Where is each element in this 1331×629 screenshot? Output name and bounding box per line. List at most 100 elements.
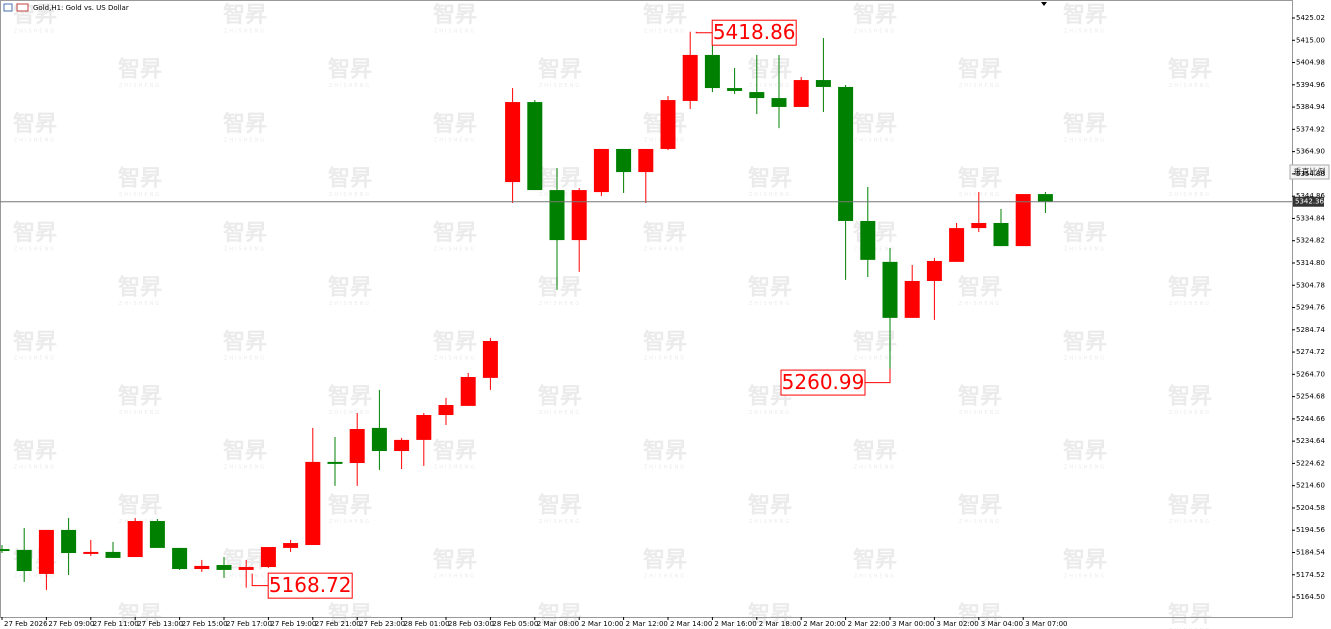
x-tick-label: 2 Mar 08:00 [537,620,579,628]
last-price-label: 5342.36 [1295,198,1324,206]
x-tick-label: 2 Mar 10:00 [581,620,623,628]
plot-frame [0,0,1293,618]
watermark-sub: ZHISHENG [434,247,476,253]
candle-body [549,190,565,241]
watermark-sub: ZHISHENG [119,83,161,89]
watermark-sub: ZHISHENG [1064,356,1106,362]
x-tick-label: 3 Mar 00:00 [892,620,934,628]
watermark: 智昇 [643,329,687,355]
watermark-sub: ZHISHENG [1064,138,1106,144]
watermark-sub: ZHISHENG [749,519,791,525]
watermark: 智昇 [1063,438,1107,464]
y-tick-label: 5354.88 [1296,170,1325,178]
watermark-sub: ZHISHENG [119,192,161,198]
candle-body [793,80,809,107]
watermark: 智昇 [433,329,477,355]
watermark-sub: ZHISHENG [644,356,686,362]
y-tick-label: 5384.94 [1296,103,1325,111]
watermark-sub: ZHISHENG [1064,29,1106,35]
last-price-box [1293,196,1324,207]
candle-body [283,543,299,548]
watermark-sub: ZHISHENG [644,574,686,580]
candle-body [727,88,743,91]
annotation-box [780,369,866,396]
watermark-sub: ZHISHENG [1064,465,1106,471]
candle-body [238,567,254,570]
watermark: 智昇 [118,384,162,410]
watermark-sub: ZHISHENG [854,29,896,35]
watermark-sub: ZHISHENG [749,301,791,307]
watermark: 智昇 [853,438,897,464]
watermark: 智昇 [328,166,372,192]
x-tick-label: 27 Feb 23:00 [359,620,405,628]
watermark-sub: ZHISHENG [1169,192,1211,198]
candle-body [682,54,698,101]
candle-body [216,565,232,570]
watermark: 智昇 [1063,329,1107,355]
annotation-box [267,572,353,599]
candle-body [860,220,876,260]
watermark: 智昇 [853,2,897,28]
watermark-sub: ZHISHENG [224,574,266,580]
watermark: 智昇 [118,57,162,83]
x-tick-label: 3 Mar 02:00 [936,620,978,628]
y-tick-label: 5284.74 [1296,326,1325,334]
y-tick-label: 5164.50 [1296,593,1325,601]
annotation-connector [865,368,891,384]
watermark-sub: ZHISHENG [119,410,161,416]
watermark: 智昇 [748,275,792,301]
x-tick-label: 2 Mar 20:00 [803,620,845,628]
y-tick-label: 5244.66 [1296,415,1325,423]
watermark: 智昇 [1168,275,1212,301]
candle-body [482,340,498,378]
y-tick-label: 5334.84 [1296,214,1325,222]
watermark-sub: ZHISHENG [224,138,266,144]
watermark-sub: ZHISHENG [119,301,161,307]
x-tick-label: 2 Mar 14:00 [670,620,712,628]
watermark: 智昇 [643,438,687,464]
candle-body [194,565,210,570]
watermark-sub: ZHISHENG [854,356,896,362]
watermark: 智昇 [328,57,372,83]
candle-body [815,80,831,87]
candle-body [149,521,165,548]
candle-body [660,100,676,149]
y-tick-label: 5294.76 [1296,304,1325,312]
annotation-box [711,19,797,46]
watermark: 智昇 [433,220,477,246]
watermark-sub: ZHISHENG [749,192,791,198]
watermark-sub: ZHISHENG [749,410,791,416]
watermark-sub: ZHISHENG [539,519,581,525]
watermark-sub: ZHISHENG [644,465,686,471]
candle-body [349,429,365,464]
watermark: 智昇 [643,220,687,246]
annotation-connector [251,573,269,587]
y-tick-label: 5194.56 [1296,526,1325,534]
annotation-label: 5418.86 [713,20,796,44]
watermark-sub: ZHISHENG [854,574,896,580]
watermark-sub: ZHISHENG [1064,247,1106,253]
scale-button[interactable] [1289,164,1330,180]
candle-body [571,190,587,241]
watermark-sub: ZHISHENG [329,410,371,416]
watermark: 智昇 [13,329,57,355]
watermark-sub: ZHISHENG [224,29,266,35]
candle-body [616,148,632,173]
scale-button-label: 垂直比例 [1294,167,1326,177]
watermark: 智昇 [538,57,582,83]
watermark: 智昇 [958,275,1002,301]
x-tick-label: 27 Feb 09:00 [48,620,94,628]
x-tick-label: 2 Mar 18:00 [759,620,801,628]
watermark: 智昇 [118,602,162,628]
watermark: 智昇 [958,166,1002,192]
watermark: 智昇 [328,384,372,410]
watermark: 智昇 [958,493,1002,519]
watermark: 智昇 [13,438,57,464]
watermark: 智昇 [223,329,267,355]
watermark-sub: ZHISHENG [1169,519,1211,525]
y-tick-label: 5304.78 [1296,281,1325,289]
y-tick-label: 5415.00 [1296,36,1325,44]
x-tick-label: 28 Feb 05:00 [492,620,538,628]
y-tick-label: 5314.80 [1296,259,1325,267]
watermark: 智昇 [538,602,582,628]
